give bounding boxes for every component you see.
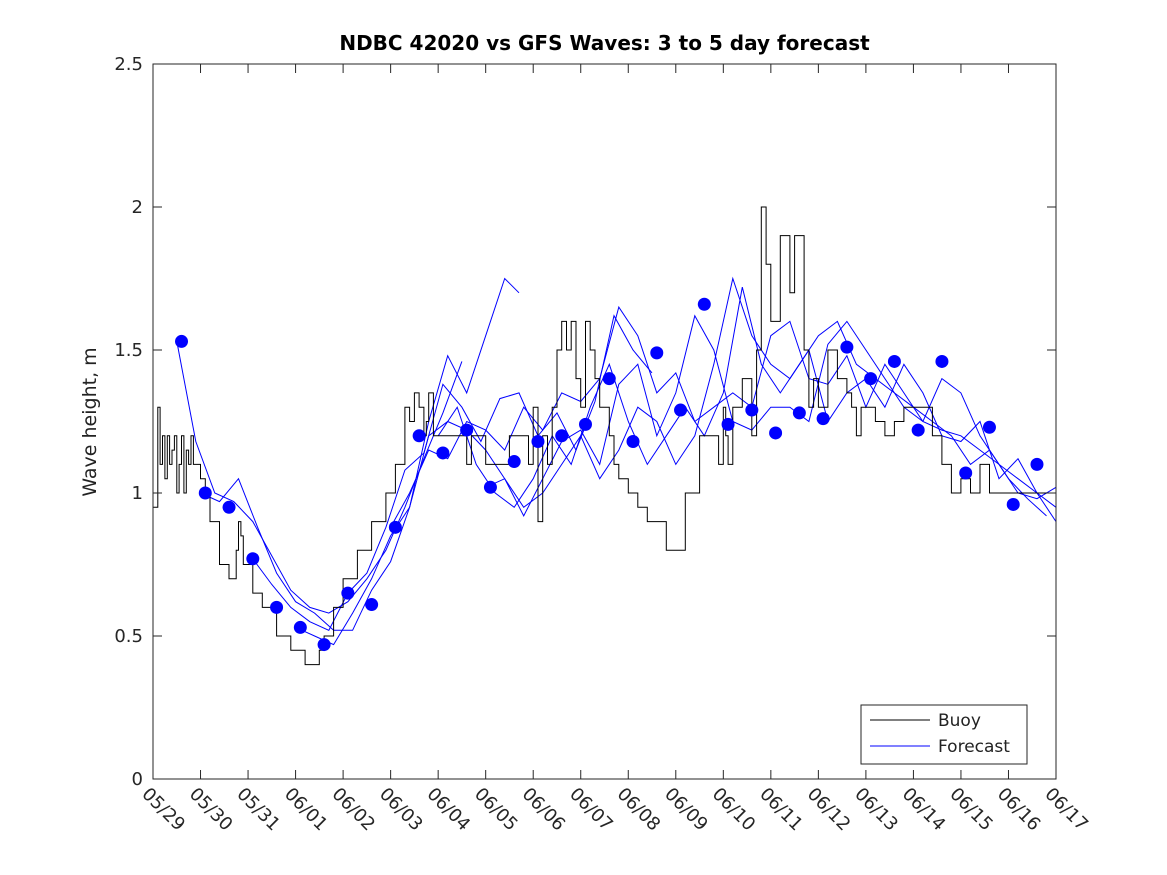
forecast-marker — [602, 372, 616, 386]
x-tick-label: 05/29 — [137, 784, 189, 836]
forecast-marker — [982, 420, 996, 434]
forecast-marker — [388, 520, 402, 534]
y-tick-label: 2.5 — [114, 54, 143, 75]
forecast-marker — [959, 466, 973, 480]
x-tick-label: 06/05 — [470, 784, 522, 836]
forecast-marker — [1030, 457, 1044, 471]
forecast-marker — [864, 372, 878, 386]
forecast-marker — [792, 406, 806, 420]
legend-box — [860, 704, 1028, 765]
x-tick-label: 06/10 — [708, 784, 760, 836]
x-tick-label: 06/02 — [328, 784, 380, 836]
x-tick-label: 06/01 — [280, 784, 332, 836]
forecast-marker — [293, 620, 307, 634]
forecast-marker — [745, 403, 759, 417]
forecast-series-line — [176, 341, 463, 614]
forecast-marker — [341, 586, 355, 600]
forecast-marker — [1006, 497, 1020, 511]
forecast-marker — [507, 455, 521, 469]
forecast-marker — [840, 340, 854, 354]
x-tick-label: 06/16 — [993, 784, 1045, 836]
x-tick-label: 06/13 — [850, 784, 902, 836]
x-tick-label: 06/06 — [518, 784, 570, 836]
legend: Buoy Forecast — [860, 704, 1028, 765]
x-tick-label: 06/07 — [565, 784, 617, 836]
x-tick-label: 06/08 — [613, 784, 665, 836]
x-tick-label: 06/04 — [423, 784, 475, 836]
y-tick-label: 0.5 — [114, 626, 143, 647]
forecast-marker — [270, 600, 284, 614]
forecast-marker — [483, 480, 497, 494]
y-axis: 0 0.5 1 1.5 2 2.5 — [114, 54, 1056, 790]
markers-layer — [175, 297, 1044, 652]
legend-label-forecast: Forecast — [938, 737, 1010, 757]
forecast-marker — [460, 423, 474, 437]
chart-title: NDBC 42020 vs GFS Waves: 3 to 5 day fore… — [339, 31, 870, 55]
x-tick-label: 06/15 — [945, 784, 997, 836]
series-layer — [153, 206, 1057, 666]
forecast-marker — [531, 435, 545, 449]
forecast-marker — [198, 486, 212, 500]
x-tick-label: 06/12 — [803, 784, 855, 836]
forecast-marker — [578, 417, 592, 431]
plot-area-frame — [152, 63, 1057, 780]
forecast-series-line — [437, 286, 1047, 517]
x-tick-label: 06/11 — [755, 784, 807, 836]
forecast-marker — [674, 403, 688, 417]
forecast-marker — [436, 446, 450, 460]
forecast-marker — [935, 354, 949, 368]
forecast-marker — [412, 429, 426, 443]
y-tick-label: 1.5 — [114, 340, 143, 361]
legend-label-buoy: Buoy — [938, 711, 981, 731]
forecast-series-line — [200, 277, 520, 631]
x-tick-label: 06/09 — [660, 784, 712, 836]
forecast-marker — [697, 297, 711, 311]
x-tick-label: 05/30 — [185, 784, 237, 836]
forecast-marker — [555, 429, 569, 443]
forecast-marker — [887, 354, 901, 368]
x-tick-label: 05/31 — [233, 784, 285, 836]
x-tick-label: 06/14 — [898, 784, 950, 836]
forecast-marker — [650, 346, 664, 360]
forecast-marker — [769, 426, 783, 440]
forecast-marker — [246, 552, 260, 566]
forecast-marker — [175, 334, 189, 348]
forecast-marker — [317, 638, 331, 652]
forecast-marker — [911, 423, 925, 437]
y-tick-label: 2 — [132, 197, 143, 218]
x-tick-label: 06/03 — [375, 784, 427, 836]
buoy-series-line — [153, 206, 1056, 666]
forecast-marker — [626, 435, 640, 449]
forecast-marker — [222, 500, 236, 514]
forecast-marker — [721, 417, 735, 431]
y-tick-label: 1 — [132, 483, 143, 504]
forecast-series-line — [252, 314, 653, 631]
y-tick-label: 0 — [132, 769, 143, 790]
forecast-marker — [816, 412, 830, 426]
x-tick-label: 06/17 — [1040, 784, 1092, 836]
forecast-series-line — [485, 276, 1057, 522]
forecast-marker — [365, 598, 379, 612]
